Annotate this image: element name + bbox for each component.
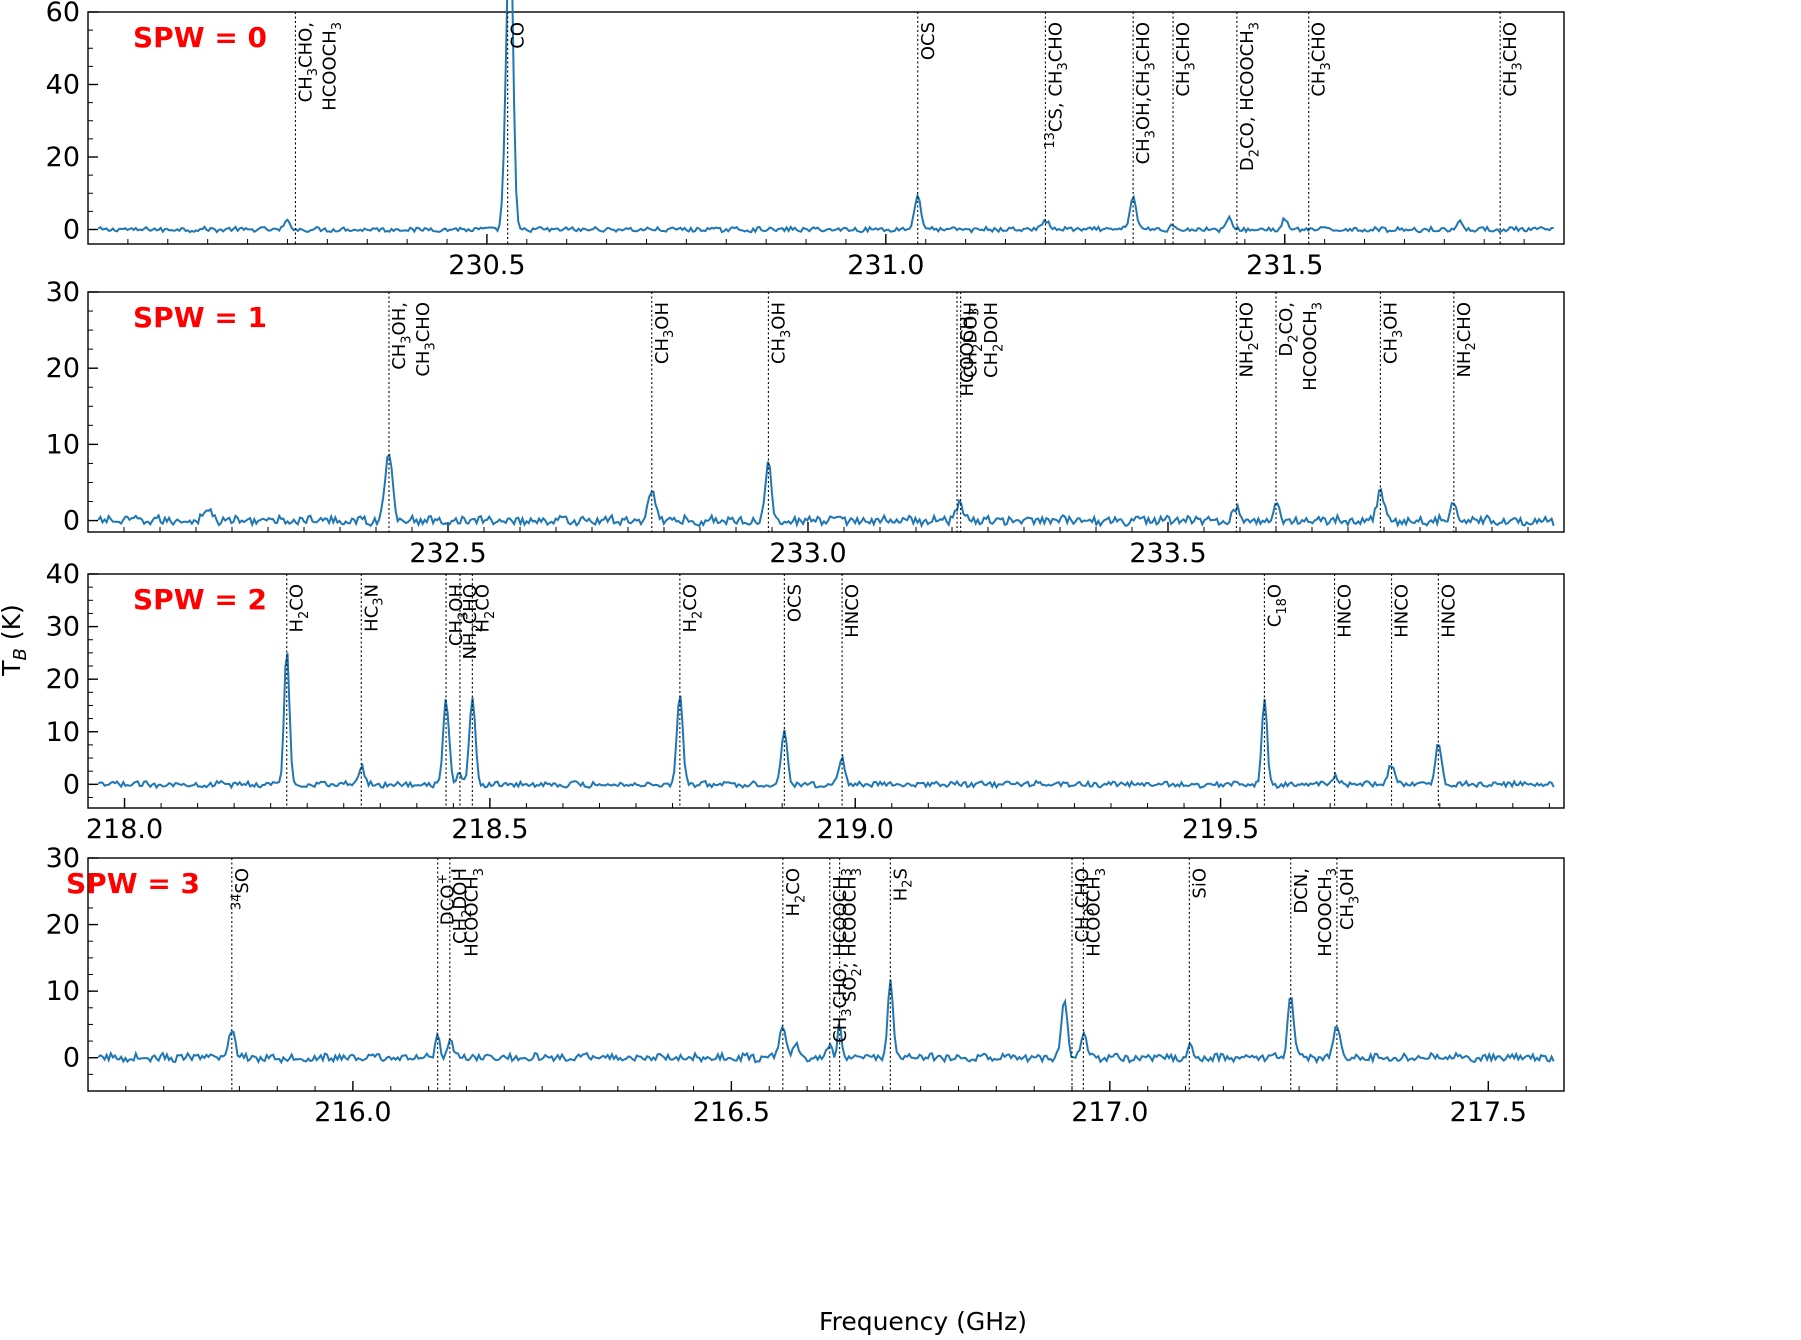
line-label: CH3OH	[652, 302, 677, 364]
line-label: DCO+,	[435, 868, 458, 925]
line-label: CH3OH	[1380, 302, 1405, 364]
panel-spw-1: 232.5 233.0 233.5 0 10 20 30 CH3OH,CH3CHO CH3OH C…	[46, 277, 1565, 569]
x-axis-label: Frequency (GHz)	[819, 1307, 1027, 1336]
line-label: CH3CHO	[1500, 22, 1525, 97]
line-label: HCOOCH3	[319, 22, 344, 111]
line-label: SO2, HCOOCH3	[840, 868, 865, 1002]
panel-spw-3: 216.0 216.5 217.0 217.5010203034SODCO+,HCOO…	[46, 843, 1565, 1128]
line-label: HCOOCH3	[462, 868, 487, 957]
line-label: C18O	[1264, 584, 1289, 627]
line-label: HC3N	[361, 584, 386, 632]
spectrum-trace	[97, 979, 1555, 1065]
y-tick-label: 0	[63, 1043, 80, 1074]
line-label: H2CO	[287, 584, 312, 633]
line-label: HNCO	[1335, 584, 1356, 638]
x-tick-label: 219.5	[1182, 814, 1259, 845]
line-label: H2CO	[472, 584, 497, 633]
y-tick-label: 20	[46, 142, 80, 173]
line-label: NH2CHO	[1236, 302, 1261, 378]
spectrum-trace	[97, 0, 1554, 234]
line-label: OCS	[918, 22, 939, 60]
spectrum-trace	[97, 453, 1555, 529]
y-tick-label: 10	[46, 429, 80, 460]
line-label: D2CO,	[1276, 302, 1301, 357]
line-label: CH3OH,CH3CHO	[1133, 22, 1158, 164]
line-label: CH3CHO	[1309, 22, 1334, 97]
spectrum-trace	[97, 652, 1555, 790]
spw-label: SPW = 1	[133, 301, 267, 334]
y-tick-label: 40	[46, 559, 80, 590]
line-label: CH2DOH	[450, 868, 475, 944]
line-label: CH3OH	[1337, 868, 1362, 930]
x-tick-label: 233.0	[769, 538, 846, 569]
line-label: CH2DOH	[961, 302, 986, 378]
line-label: CO	[508, 22, 529, 49]
line-label: CH3CHO	[1173, 22, 1198, 97]
y-tick-label: 60	[46, 0, 80, 28]
spw-label: SPW = 2	[133, 583, 267, 616]
line-label: SiO	[1189, 868, 1210, 899]
y-tick-label: 0	[63, 506, 80, 537]
x-tick-label: 218.0	[86, 814, 163, 845]
line-label: HNCO	[1392, 584, 1413, 638]
plot-frame	[87, 573, 1565, 809]
y-tick-label: 20	[46, 664, 80, 695]
line-label: CH3OH,	[389, 302, 414, 370]
line-label: 34SO	[230, 868, 253, 910]
line-label: NH2CHO	[1454, 302, 1479, 378]
line-label: CH3CHO,	[295, 22, 320, 102]
plot-frame	[87, 291, 1565, 533]
line-label: NH2CHO	[460, 584, 485, 660]
line-label: CH3CHO	[413, 302, 438, 377]
line-label: HCOOCH3	[1083, 868, 1108, 957]
y-tick-label: 40	[46, 70, 80, 101]
line-label: H2S	[890, 868, 915, 901]
x-tick-label: 218.5	[451, 814, 528, 845]
spw-label: SPW = 0	[133, 21, 267, 54]
y-tick-label: 0	[63, 769, 80, 800]
line-label: HNCO	[1438, 584, 1459, 638]
y-axis-label: TB (K)	[0, 604, 31, 677]
line-label: H2CO	[680, 584, 705, 633]
y-tick-label: 0	[63, 215, 80, 246]
panel-spw-2: 218.0 218.5 219.0 219.5 0 10 20 30 40 H2CO HC3N CH3…	[46, 559, 1565, 845]
y-tick-label: 30	[46, 277, 80, 308]
y-tick-label: 10	[46, 717, 80, 748]
x-tick-label: 216.0	[314, 1097, 391, 1128]
line-label: 13CS, CH3CHO	[1043, 22, 1071, 149]
line-label: CH3CHO, HCOOCH3	[830, 868, 855, 1043]
y-tick-label: 30	[46, 612, 80, 643]
line-label: CH3CHO	[1072, 868, 1097, 943]
panel-spw-0: 230.5 231.0 231.5 0 20 40 60 CH3CHO, HCOOCH3 CO OC…	[46, 0, 1565, 281]
spw-label: SPW = 3	[66, 867, 200, 900]
line-label: CH2DOH	[981, 302, 1006, 378]
x-tick-label: 231.5	[1246, 250, 1323, 281]
line-label: H2CO	[783, 868, 808, 917]
y-tick-label: 20	[46, 353, 80, 384]
x-tick-label: 217.0	[1071, 1097, 1148, 1128]
y-tick-label: 30	[46, 843, 80, 874]
line-label: HNCO	[842, 584, 863, 638]
y-tick-label: 10	[46, 976, 80, 1007]
x-tick-label: 219.0	[817, 814, 894, 845]
x-tick-label: 230.5	[448, 250, 525, 281]
line-label: CH3OH	[446, 584, 471, 646]
x-tick-label: 232.5	[409, 538, 486, 569]
line-label: OCS	[784, 584, 805, 622]
line-label: D2CO, HCOOCH3	[1237, 22, 1262, 171]
y-tick-label: 20	[46, 910, 80, 941]
x-tick-label: 231.0	[847, 250, 924, 281]
line-label: CH3OH	[768, 302, 793, 364]
plot-frame	[87, 11, 1565, 245]
line-label: HCOOCH3,	[957, 302, 982, 397]
x-tick-label: 217.5	[1450, 1097, 1527, 1128]
line-label: HCOOCH3	[1300, 302, 1325, 391]
x-tick-label: 216.5	[693, 1097, 770, 1128]
x-tick-label: 233.5	[1129, 538, 1206, 569]
line-label: DCN,	[1291, 868, 1312, 914]
line-label: HCOOCH3	[1315, 868, 1340, 957]
